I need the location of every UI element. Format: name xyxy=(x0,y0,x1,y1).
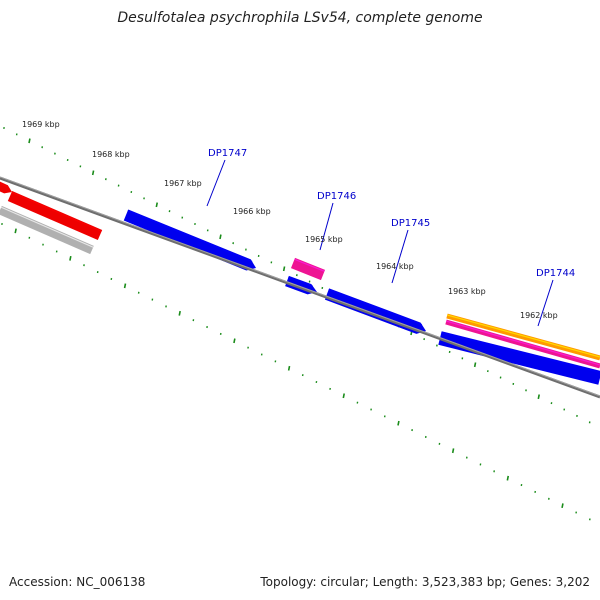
grey-feature-body xyxy=(0,205,94,255)
lower-tick xyxy=(14,228,17,234)
gene-label: DP1744 xyxy=(536,268,575,279)
upper-tick xyxy=(219,234,222,240)
red-feature-b xyxy=(7,190,103,241)
ruler-label: 1965 kbp xyxy=(305,235,343,244)
red-feature-a-shine xyxy=(0,182,9,188)
accession-text: Accession: NC_006138 xyxy=(9,575,146,589)
cds-dp1745 xyxy=(324,288,426,334)
upper-tick xyxy=(473,362,477,368)
ruler-label: 1968 kbp xyxy=(92,150,130,159)
grey-feature-shine xyxy=(0,206,94,248)
red-feature-b-body xyxy=(7,190,103,241)
ruler-label: 1966 kbp xyxy=(233,207,271,216)
map-title: Desulfotalea psychrophila LSv54, complet… xyxy=(117,10,483,26)
cds-dp1745-shine xyxy=(328,289,423,326)
pink-feature-a-body xyxy=(290,257,326,281)
cds-dp1747-body xyxy=(123,209,256,271)
grey-feature xyxy=(0,205,94,255)
cds-dp1745-body xyxy=(324,288,426,334)
lower-tick xyxy=(451,448,455,454)
pink-feature-a xyxy=(290,257,326,281)
lower-tick xyxy=(178,310,181,316)
ruler-label: 1962 kbp xyxy=(520,311,558,320)
upper-tick xyxy=(155,202,159,208)
upper-tick xyxy=(282,266,286,272)
lower-tick xyxy=(397,420,400,426)
gene-label: DP1747 xyxy=(208,148,247,159)
orange-feature-shine xyxy=(447,314,600,358)
cds-dp1747 xyxy=(123,209,256,271)
upper-tick xyxy=(91,170,95,176)
lower-tick xyxy=(287,365,291,371)
ruler-labels: 1969 kbp 1968 kbp 1967 kbp 1966 kbp 1965 kbp… xyxy=(22,120,558,320)
cds-dp1744 xyxy=(438,331,600,385)
lower-tick xyxy=(506,475,510,481)
genome-summary-text: Topology: circular; Length: 3,523,383 bp… xyxy=(260,575,590,589)
feature-tracks xyxy=(0,181,600,385)
lower-tick xyxy=(233,338,236,344)
upper-tick xyxy=(28,138,31,144)
cds-dp1747-shine xyxy=(127,210,253,263)
gene-label: DP1745 xyxy=(391,218,430,229)
cds-dp1744-shine xyxy=(441,332,600,373)
backbone-line xyxy=(0,176,600,399)
gene-callouts: DP1747 DP1746 DP1745 DP1744 xyxy=(206,148,575,327)
gene-callout-line xyxy=(319,202,334,251)
pink-feature-a-shine xyxy=(294,258,325,272)
orange-feature xyxy=(446,313,600,361)
upper-tick xyxy=(537,394,540,400)
ruler-label: 1963 kbp xyxy=(448,287,486,296)
pink-feature-b xyxy=(445,319,600,369)
lower-tick xyxy=(123,283,127,289)
red-feature-a xyxy=(0,181,12,194)
red-feature-b-shine xyxy=(11,191,102,232)
ruler-label: 1964 kbp xyxy=(376,262,414,271)
gene-callout-line xyxy=(206,159,226,207)
ruler-label: 1967 kbp xyxy=(164,179,202,188)
lower-tick xyxy=(561,503,564,509)
pink-feature-b-shine xyxy=(446,320,600,366)
gene-callout-line xyxy=(537,279,554,327)
ruler-label: 1969 kbp xyxy=(22,120,60,129)
lower-tick xyxy=(69,255,72,261)
genome-backbone xyxy=(0,176,600,399)
lower-tick xyxy=(342,393,345,399)
gene-callout-line xyxy=(391,229,409,284)
backbone-highlight xyxy=(0,176,600,397)
cds-dp1746-shine xyxy=(288,276,313,287)
tick-marks xyxy=(1,126,591,521)
cds-dp1744-body xyxy=(438,331,600,385)
gene-label: DP1746 xyxy=(317,191,356,202)
